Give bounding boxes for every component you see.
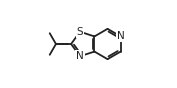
Text: S: S <box>77 27 83 37</box>
Text: N: N <box>117 31 125 41</box>
Text: N: N <box>76 51 84 61</box>
